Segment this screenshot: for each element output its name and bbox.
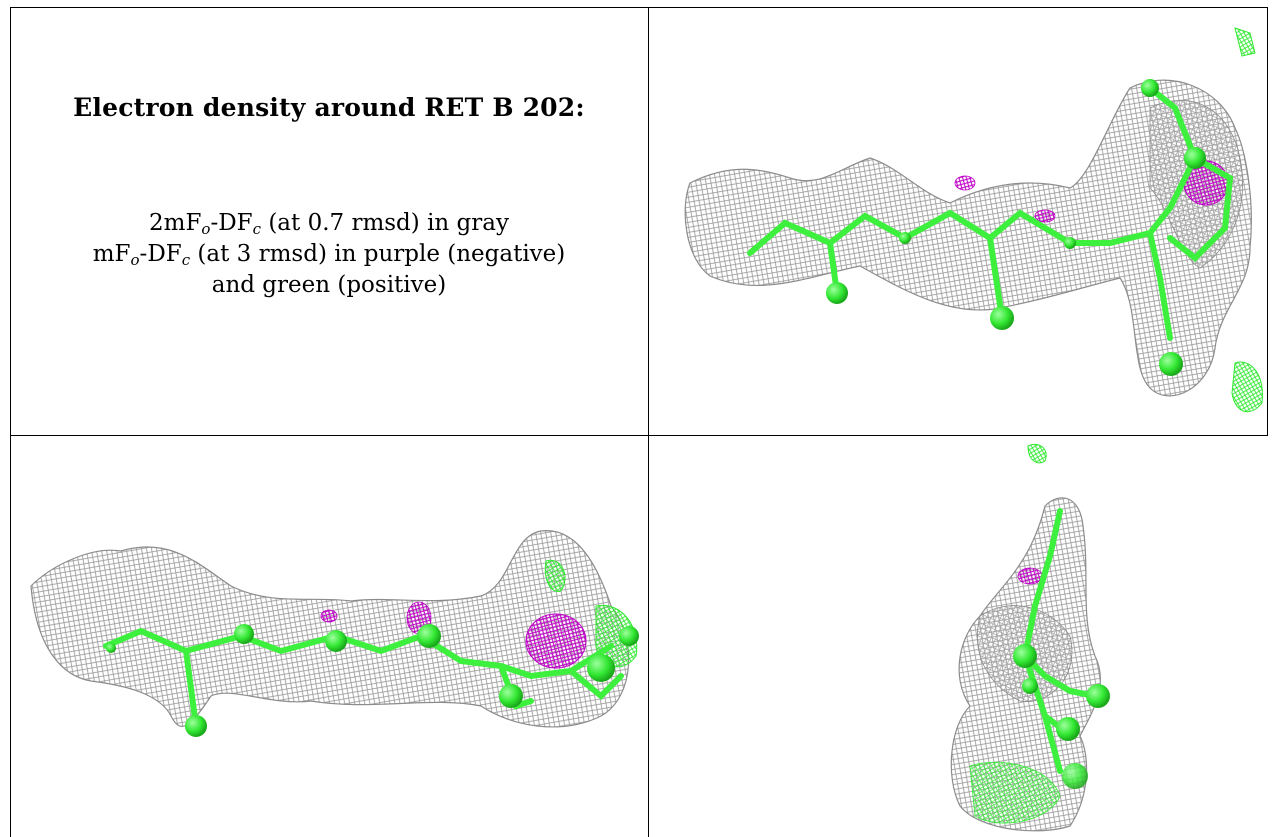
retinal-stick-model — [747, 85, 1234, 341]
table-left-border — [10, 7, 11, 837]
view-bottom-left — [11, 436, 648, 837]
table-middle-border — [10, 435, 1268, 436]
atom-spheres — [1013, 644, 1110, 789]
positive-density-blob — [1231, 27, 1263, 413]
legend-line-positive: and green (positive) — [211, 272, 447, 298]
table-right-border — [1267, 7, 1268, 435]
figure-table: Electron density around RET B 202: 2mFo-… — [10, 7, 1268, 837]
atom-spheres — [826, 79, 1206, 376]
view-bottom-right — [650, 436, 1268, 837]
legend-line-gray: 2mFo-DFc (at 0.7 rmsd) in gray — [149, 210, 509, 238]
retinal-stick-model — [103, 627, 624, 729]
negative-density-blob — [1017, 567, 1043, 585]
legend-line-difference: mFo-DFc (at 3 rmsd) in purple (negative) — [92, 241, 566, 269]
caption-legend: 2mFo-DFc (at 0.7 rmsd) in gray mFo-DFc (… — [10, 208, 648, 301]
atom-spheres — [106, 624, 639, 737]
caption-cell: Electron density around RET B 202: 2mFo-… — [10, 7, 648, 435]
table-top-border — [10, 7, 1268, 8]
table-center-border — [648, 7, 649, 837]
positive-density-blob — [969, 443, 1061, 824]
view-top-right — [650, 8, 1267, 435]
caption-title: Electron density around RET B 202: — [73, 93, 585, 122]
